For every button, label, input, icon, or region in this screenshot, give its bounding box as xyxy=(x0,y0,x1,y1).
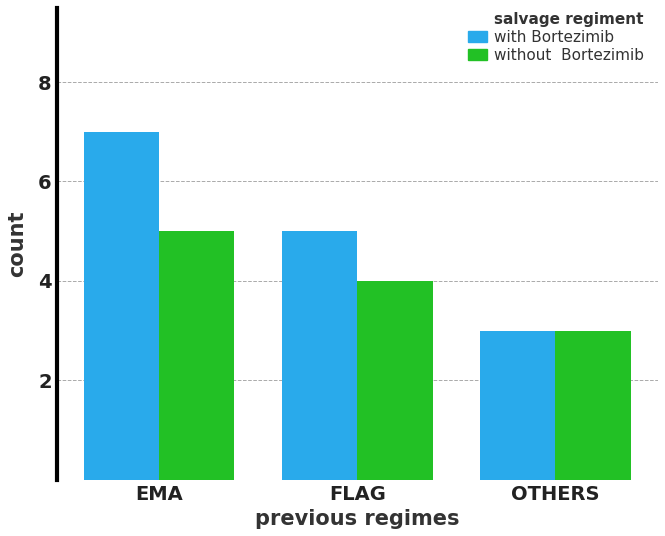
Legend: salvage regiment, with Bortezimib, without  Bortezimib: salvage regiment, with Bortezimib, witho… xyxy=(462,6,650,69)
Y-axis label: count: count xyxy=(7,210,27,277)
Bar xyxy=(159,231,235,480)
Bar xyxy=(357,281,433,480)
X-axis label: previous regimes: previous regimes xyxy=(255,509,460,529)
Bar xyxy=(480,331,555,480)
Bar xyxy=(555,331,630,480)
Bar xyxy=(282,231,357,480)
Bar xyxy=(84,132,159,480)
